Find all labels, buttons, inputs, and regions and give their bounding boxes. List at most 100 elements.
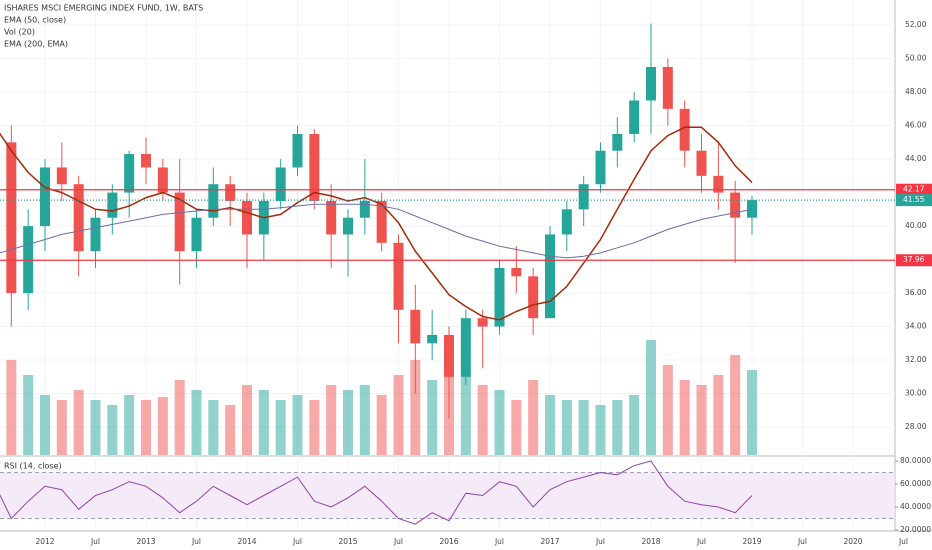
candle-body [124, 154, 135, 193]
rsi-band [0, 472, 895, 519]
x-tick-label: Jul [393, 537, 403, 546]
y-tick-label: 32.00 [905, 355, 927, 364]
candle-body [107, 192, 118, 218]
candle-body [646, 66, 656, 101]
rsi-tick-label: 20.0000 [900, 525, 931, 534]
chart-title: ISHARES MSCI EMERGING INDEX FUND, 1W, BA… [4, 4, 203, 13]
volume-bar [679, 380, 690, 455]
legend-entry: Vol (20) [4, 28, 35, 37]
candle-body [595, 150, 606, 185]
ema-line [0, 126, 753, 321]
volume-bar [662, 365, 673, 455]
volume-bar [258, 390, 269, 455]
candle-body [477, 318, 488, 327]
volume-bar [225, 405, 236, 455]
volume-bar [359, 385, 370, 455]
candle-body [157, 167, 168, 193]
volume-bar [747, 370, 757, 455]
rsi-tick-label: 40.0000 [900, 502, 931, 511]
volume-bar [343, 390, 353, 455]
candle-body [561, 209, 572, 235]
volume-bar [376, 395, 387, 455]
volume-bar [427, 380, 438, 455]
volume-bar [696, 385, 707, 455]
rsi-line [0, 460, 753, 525]
candle-body [6, 142, 17, 294]
candle-body [376, 200, 387, 243]
y-tick-label: 28.00 [905, 422, 927, 431]
y-tick-label: 50.00 [905, 54, 927, 63]
x-tick-label: Jul [797, 537, 807, 546]
candle-body [747, 200, 757, 218]
volume-bar [494, 390, 505, 455]
volume-bar [511, 400, 522, 455]
volume-bar [561, 400, 572, 455]
legend-entry: EMA (200, EMA) [4, 40, 68, 49]
volume-bar [23, 375, 34, 455]
level-tag [896, 254, 932, 267]
volume-bar [90, 400, 101, 455]
candle-body [528, 276, 539, 319]
candle-body [494, 267, 505, 327]
volume-bar [107, 405, 118, 455]
x-tick-label: 2014 [237, 537, 256, 546]
volume-bar [578, 400, 589, 455]
x-tick-label: 2013 [136, 537, 155, 546]
volume-bar [275, 400, 286, 455]
candle-body [191, 217, 202, 252]
candle-body [208, 184, 219, 218]
x-tick-label: 2018 [641, 537, 660, 546]
plot [0, 0, 895, 528]
volume-bar [191, 390, 202, 455]
candle-body [612, 133, 623, 151]
candle-body [545, 234, 555, 319]
candle-body [56, 167, 67, 185]
volume-bar [157, 397, 168, 455]
candle-body [679, 108, 690, 151]
candle-body [141, 154, 151, 168]
volume-bar [730, 355, 741, 455]
volume-bar [6, 360, 17, 455]
volume-bar [73, 390, 84, 455]
candle-body [696, 150, 707, 176]
volume-bar [309, 400, 320, 455]
y-tick-label: 34.00 [905, 322, 927, 331]
x-tick-label: 2012 [35, 537, 54, 546]
level-tag [896, 194, 932, 207]
x-tick-label: 2020 [843, 537, 862, 546]
candle-body [511, 267, 522, 277]
rsi-legend: RSI (14, close) [4, 462, 62, 471]
volume-bar [208, 400, 219, 455]
ema-line [0, 203, 753, 259]
candle-body [444, 334, 454, 377]
level-label: 37.96 [903, 255, 925, 264]
legend-entry: EMA (50, close) [4, 16, 66, 25]
y-tick-label: 44.00 [905, 154, 927, 163]
volume-bar [460, 375, 471, 455]
candle-body [393, 242, 404, 310]
x-tick-label: Jul [191, 537, 201, 546]
candle-body [326, 200, 337, 235]
volume-bar [528, 380, 539, 455]
candle-body [73, 184, 84, 252]
candle-body [730, 192, 741, 218]
x-tick-label: 2015 [338, 537, 357, 546]
candle-body [662, 66, 673, 109]
volume-bar [292, 395, 303, 455]
rsi-tick-label: 80.0000 [900, 456, 931, 465]
x-tick-label: Jul [696, 537, 706, 546]
volume-bar [595, 405, 606, 455]
volume-bar [141, 400, 151, 455]
volume-bar [40, 395, 50, 455]
y-tick-label: 40.00 [905, 221, 927, 230]
volume-bar [124, 395, 135, 455]
candle-body [174, 192, 185, 252]
volume-bar [56, 400, 67, 455]
volume-bar [174, 380, 185, 455]
level-tag [896, 183, 932, 196]
y-tick-label: 48.00 [905, 87, 927, 96]
volume-bar [629, 395, 640, 455]
x-tick-label: 2016 [439, 537, 458, 546]
candle-body [713, 175, 724, 193]
